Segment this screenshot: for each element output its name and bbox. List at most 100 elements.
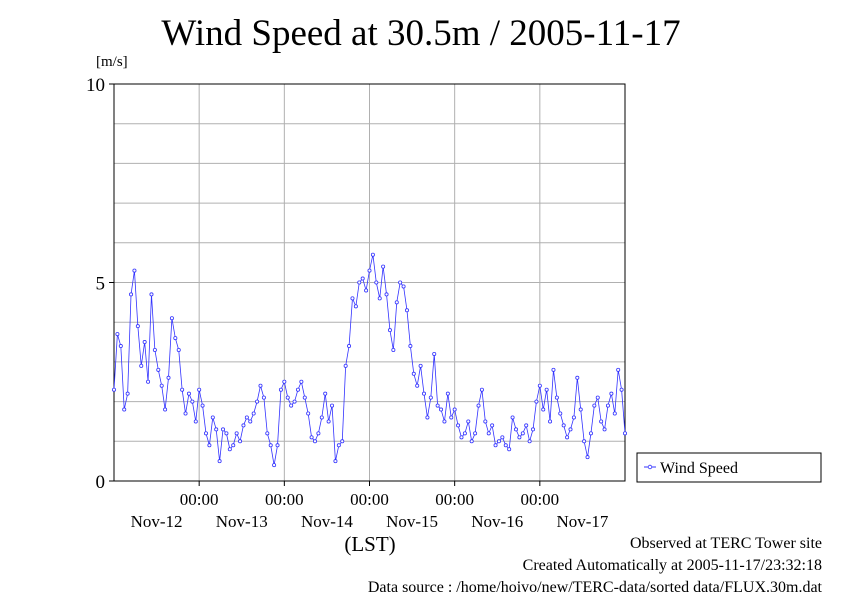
data-point <box>323 391 328 396</box>
data-point <box>439 407 444 412</box>
data-point <box>261 395 266 400</box>
x-time-tick-label: 00:00 <box>520 490 559 509</box>
data-point <box>524 423 529 428</box>
data-point <box>186 391 191 396</box>
data-point <box>146 379 151 384</box>
data-point <box>456 423 461 428</box>
data-point <box>469 439 474 444</box>
data-point <box>367 268 372 273</box>
data-point <box>476 403 481 408</box>
data-point <box>364 288 369 293</box>
data-point <box>571 415 576 420</box>
data-point <box>360 276 365 281</box>
data-point <box>139 363 144 368</box>
data-point <box>537 383 542 388</box>
data-point <box>623 431 628 436</box>
data-point <box>404 308 409 313</box>
data-point <box>112 387 117 392</box>
data-point <box>479 387 484 392</box>
data-point <box>432 351 437 356</box>
data-point <box>343 363 348 368</box>
x-date-label: Nov-16 <box>471 512 523 531</box>
data-point <box>122 407 127 412</box>
legend-swatch-marker <box>647 464 653 470</box>
data-point <box>370 252 375 257</box>
footer-observed-text: Observed at TERC Tower site <box>629 535 822 552</box>
data-point <box>449 415 454 420</box>
data-point <box>565 435 570 440</box>
data-point <box>394 300 399 305</box>
data-point <box>193 419 198 424</box>
y-tick-label: 10 <box>86 75 105 96</box>
data-point <box>558 411 563 416</box>
y-tick-label: 5 <box>96 274 106 295</box>
data-point <box>585 455 590 460</box>
data-point <box>442 419 447 424</box>
data-point <box>602 427 607 432</box>
y-tick-label: 0 <box>96 472 106 493</box>
data-point <box>496 439 501 444</box>
data-point <box>316 431 321 436</box>
data-point <box>507 447 512 452</box>
data-point <box>377 296 382 301</box>
data-point <box>299 379 304 384</box>
data-point <box>527 439 532 444</box>
data-point <box>275 443 280 448</box>
data-point <box>231 443 236 448</box>
x-time-tick-label: 00:00 <box>435 490 474 509</box>
data-point <box>125 391 130 396</box>
data-point <box>115 332 120 337</box>
data-point <box>285 395 290 400</box>
data-point <box>129 292 134 297</box>
data-point <box>217 459 222 464</box>
data-point <box>435 403 440 408</box>
data-point <box>609 391 614 396</box>
data-point <box>452 407 457 412</box>
data-point <box>183 411 188 416</box>
data-point <box>493 443 498 448</box>
data-point <box>244 415 249 420</box>
data-point <box>272 463 277 468</box>
data-point <box>616 367 621 372</box>
x-date-label: Nov-14 <box>301 512 353 531</box>
data-point <box>234 431 239 436</box>
data-point <box>398 280 403 285</box>
data-point <box>135 324 140 329</box>
data-point <box>282 379 287 384</box>
data-point <box>159 383 164 388</box>
data-point <box>149 292 154 297</box>
x-date-label: Nov-13 <box>216 512 268 531</box>
data-point <box>180 387 185 392</box>
data-point <box>575 375 580 380</box>
data-point <box>374 280 379 285</box>
data-point <box>513 427 518 432</box>
x-axis-label: (LST) <box>344 532 395 556</box>
data-point <box>568 427 573 432</box>
data-point <box>612 411 617 416</box>
y-axis-unit-label: [m/s] <box>96 54 128 70</box>
data-point <box>207 443 212 448</box>
x-time-tick-label: 00:00 <box>350 490 389 509</box>
data-point <box>422 391 427 396</box>
data-point <box>190 399 195 404</box>
data-point <box>551 367 556 372</box>
data-point <box>278 387 283 392</box>
data-point <box>156 367 161 372</box>
data-point <box>445 391 450 396</box>
data-point <box>152 347 157 352</box>
x-date-label: Nov-15 <box>386 512 438 531</box>
data-point <box>132 268 137 273</box>
data-point <box>173 336 178 341</box>
data-point <box>401 284 406 289</box>
data-point <box>500 435 505 440</box>
data-point <box>531 427 536 432</box>
data-point <box>595 395 600 400</box>
data-point <box>592 403 597 408</box>
data-point <box>408 344 413 349</box>
data-point <box>340 439 345 444</box>
data-point <box>210 415 215 420</box>
data-point <box>466 419 471 424</box>
data-point <box>411 371 416 376</box>
legend-box <box>636 452 822 483</box>
data-point <box>319 415 324 420</box>
